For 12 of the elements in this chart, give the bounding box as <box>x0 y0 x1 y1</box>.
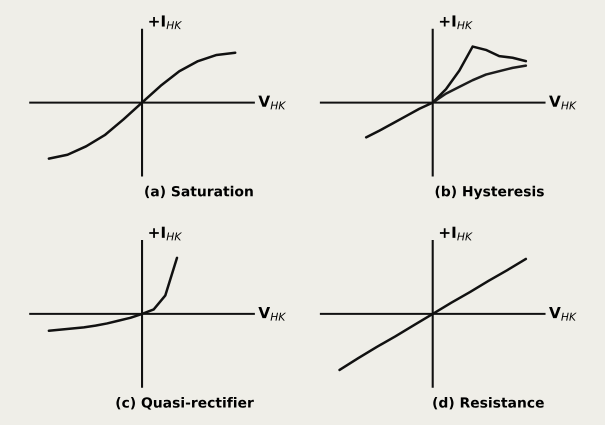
text: (d) Resistance <box>433 397 544 410</box>
x-axis-title: V$_{HK}$ <box>258 96 286 110</box>
y-axis-title: +I$_{HK}$ <box>440 15 473 30</box>
x-axis-title: V$_{HK}$ <box>549 306 577 321</box>
y-axis-title: +I$_{HK}$ <box>440 226 473 240</box>
y-axis-title: +I$_{HK}$ <box>149 226 182 240</box>
text: (c) Quasi-rectifier <box>116 397 254 410</box>
text: (b) Hysteresis <box>436 186 544 200</box>
text: (a) Saturation <box>145 186 253 198</box>
x-axis-title: V$_{HK}$ <box>258 306 286 321</box>
x-axis-title: V$_{HK}$ <box>549 96 577 110</box>
y-axis-title: +I$_{HK}$ <box>149 15 182 30</box>
